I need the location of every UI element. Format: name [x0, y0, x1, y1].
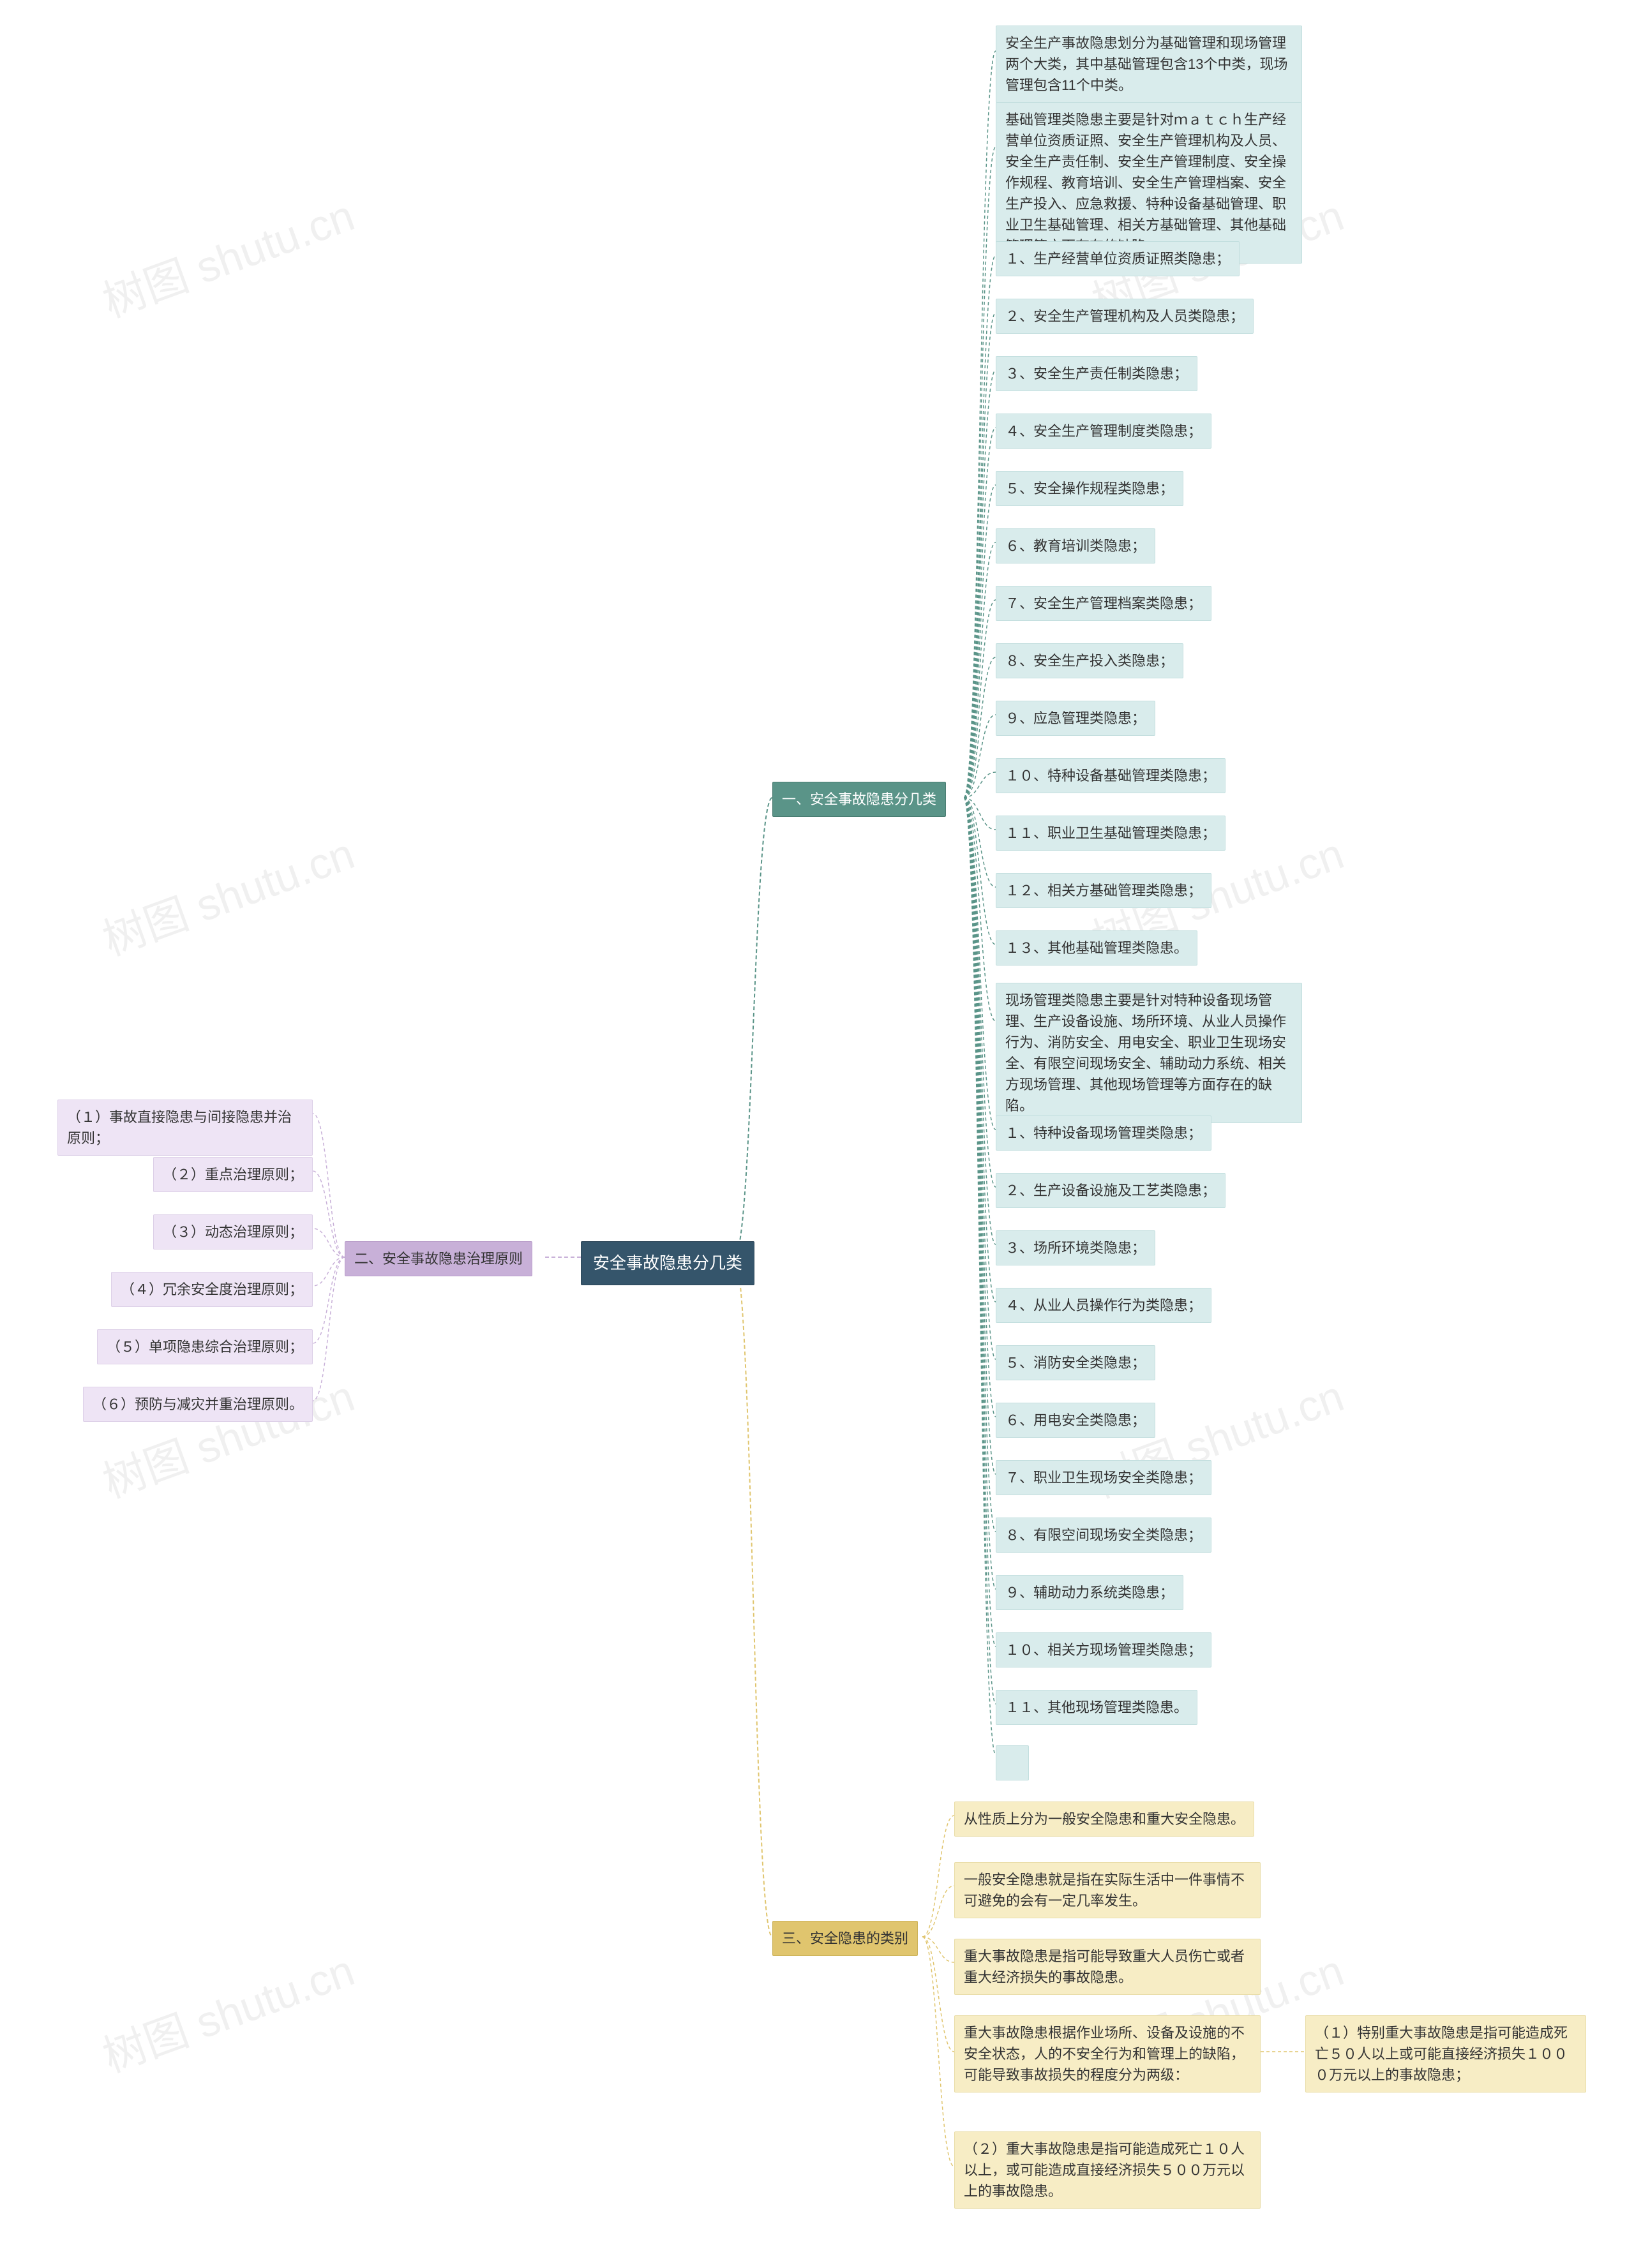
branch1-leaf[interactable]: １２、相关方基础管理类隐患； — [996, 873, 1211, 908]
branch1-leaf[interactable]: 现场管理类隐患主要是针对特种设备现场管理、生产设备设施、场所环境、从业人员操作行… — [996, 983, 1302, 1123]
branch-2[interactable]: 二、安全事故隐患治理原则 — [345, 1241, 532, 1276]
branch1-leaf-empty[interactable] — [996, 1745, 1029, 1780]
watermark: 树图 shutu.cn — [93, 1361, 361, 1511]
branch1-leaf[interactable]: ３、安全生产责任制类隐患； — [996, 356, 1197, 391]
branch1-leaf[interactable]: ５、消防安全类隐患； — [996, 1345, 1155, 1380]
branch3-leaf[interactable]: （２）重大事故隐患是指可能造成死亡１０人以上，或可能造成直接经济损失５００万元以… — [954, 2131, 1261, 2209]
branch3-subleaf[interactable]: （１）特别重大事故隐患是指可能造成死亡５０人以上或可能直接经济损失１０００万元以… — [1305, 2015, 1586, 2093]
branch1-leaf[interactable]: ３、场所环境类隐患； — [996, 1230, 1155, 1265]
branch3-leaf[interactable]: 重大事故隐患根据作业场所、设备及设施的不安全状态，人的不安全行为和管理上的缺陷，… — [954, 2015, 1261, 2093]
branch2-leaf[interactable]: （３）动态治理原则； — [153, 1214, 313, 1250]
branch1-leaf[interactable]: １３、其他基础管理类隐患。 — [996, 930, 1197, 966]
branch-1[interactable]: 一、安全事故隐患分几类 — [772, 782, 946, 817]
branch1-leaf[interactable]: 安全生产事故隐患划分为基础管理和现场管理两个大类，其中基础管理包含13个中类，现… — [996, 26, 1302, 103]
branch1-leaf[interactable]: ８、安全生产投入类隐患； — [996, 643, 1183, 678]
branch1-leaf[interactable]: ６、教育培训类隐患； — [996, 528, 1155, 563]
branch1-leaf[interactable]: ７、职业卫生现场安全类隐患； — [996, 1460, 1211, 1495]
branch1-leaf[interactable]: １１、职业卫生基础管理类隐患； — [996, 816, 1226, 851]
branch1-leaf[interactable]: ５、安全操作规程类隐患； — [996, 471, 1183, 506]
branch3-leaf[interactable]: 重大事故隐患是指可能导致重大人员伤亡或者重大经济损失的事故隐患。 — [954, 1939, 1261, 1995]
branch2-leaf[interactable]: （６）预防与减灾并重治理原则。 — [83, 1387, 313, 1422]
branch1-leaf[interactable]: ９、辅助动力系统类隐患； — [996, 1575, 1183, 1610]
branch2-leaf[interactable]: （４）冗余安全度治理原则； — [111, 1272, 313, 1307]
branch1-leaf[interactable]: ６、用电安全类隐患； — [996, 1403, 1155, 1438]
branch1-leaf[interactable]: ４、安全生产管理制度类隐患； — [996, 414, 1211, 449]
root-node[interactable]: 安全事故隐患分几类 — [581, 1241, 754, 1285]
branch1-leaf[interactable]: ９、应急管理类隐患； — [996, 701, 1155, 736]
branch1-leaf[interactable]: １、特种设备现场管理类隐患； — [996, 1115, 1211, 1151]
branch1-leaf[interactable]: 基础管理类隐患主要是针对ｍａｔｃｈ生产经营单位资质证照、安全生产管理机构及人员、… — [996, 102, 1302, 264]
branch-3[interactable]: 三、安全隐患的类别 — [772, 1921, 918, 1956]
branch1-leaf[interactable]: ２、安全生产管理机构及人员类隐患； — [996, 299, 1254, 334]
mindmap-canvas: 树图 shutu.cn 树图 shutu.cn 树图 shutu.cn 树图 s… — [0, 0, 1634, 2268]
branch3-leaf[interactable]: 一般安全隐患就是指在实际生活中一件事情不可避免的会有一定几率发生。 — [954, 1862, 1261, 1918]
branch1-leaf[interactable]: ４、从业人员操作行为类隐患； — [996, 1288, 1211, 1323]
branch2-leaf[interactable]: （５）单项隐患综合治理原则； — [97, 1329, 313, 1364]
branch1-leaf[interactable]: ２、生产设备设施及工艺类隐患； — [996, 1173, 1226, 1208]
branch1-leaf[interactable]: １１、其他现场管理类隐患。 — [996, 1690, 1197, 1725]
watermark: 树图 shutu.cn — [93, 1936, 361, 2085]
branch1-leaf[interactable]: １０、相关方现场管理类隐患； — [996, 1632, 1211, 1667]
branch1-leaf[interactable]: １、生产经营单位资质证照类隐患； — [996, 241, 1240, 276]
watermark: 树图 shutu.cn — [93, 819, 361, 968]
watermark: 树图 shutu.cn — [93, 181, 361, 330]
branch1-leaf[interactable]: ８、有限空间现场安全类隐患； — [996, 1518, 1211, 1553]
branch3-leaf[interactable]: 从性质上分为一般安全隐患和重大安全隐患。 — [954, 1802, 1254, 1837]
branch1-leaf[interactable]: ７、安全生产管理档案类隐患； — [996, 586, 1211, 621]
branch2-leaf[interactable]: （１）事故直接隐患与间接隐患并治原则； — [57, 1100, 313, 1156]
branch1-leaf[interactable]: １０、特种设备基础管理类隐患； — [996, 758, 1226, 793]
branch2-leaf[interactable]: （２）重点治理原则； — [153, 1157, 313, 1192]
